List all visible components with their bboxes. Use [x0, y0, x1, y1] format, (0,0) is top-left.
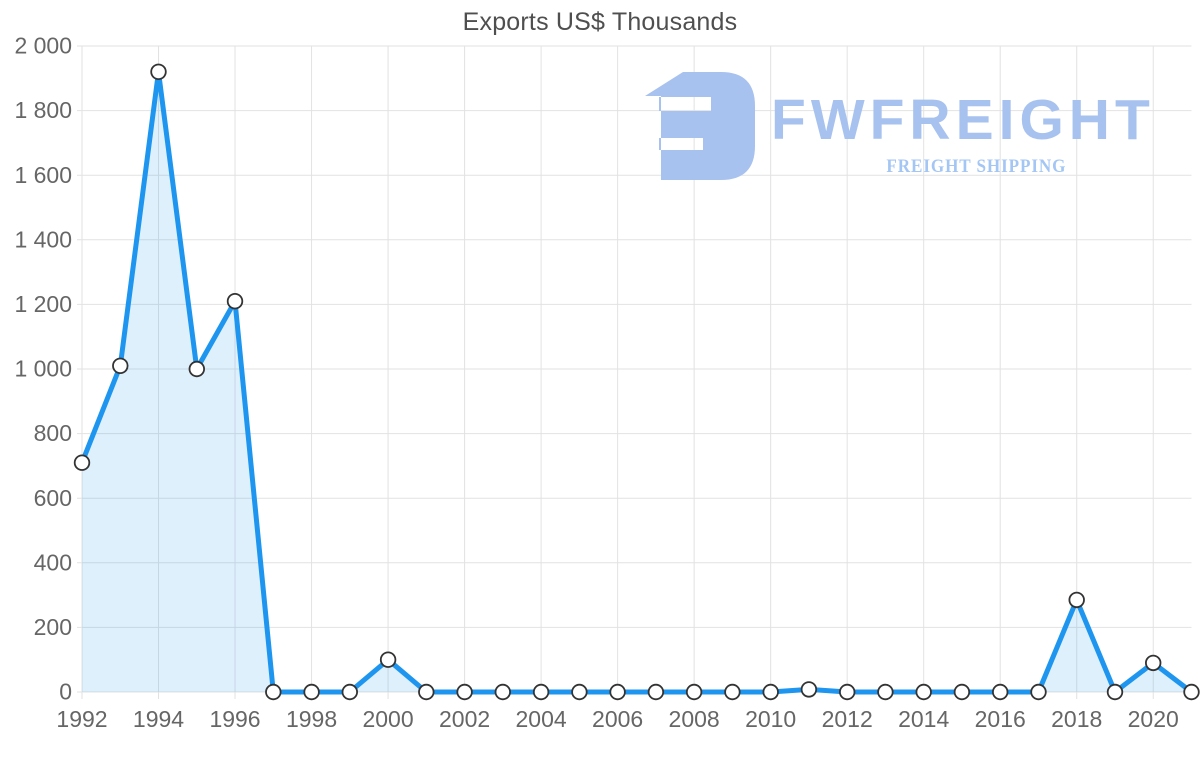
data-point-2005[interactable]	[571, 683, 588, 701]
data-point-2012[interactable]	[839, 683, 856, 701]
data-point-2017[interactable]	[1030, 683, 1047, 701]
y-axis-tick-label: 800	[34, 420, 72, 446]
y-axis-tick-label: 200	[34, 614, 72, 640]
x-axis-tick-label: 1994	[133, 706, 184, 732]
data-point-2019[interactable]	[1106, 683, 1124, 701]
x-axis-tick-label: 1996	[209, 706, 260, 732]
data-point-2014[interactable]	[915, 683, 932, 701]
y-axis-tick-label: 1 000	[14, 356, 72, 382]
data-point-1993[interactable]	[112, 357, 129, 375]
x-axis-tick-label: 1998	[286, 706, 337, 732]
x-axis-tick-label: 2006	[592, 706, 643, 732]
data-point-1996[interactable]	[226, 293, 244, 310]
data-point-2003[interactable]	[494, 683, 512, 701]
x-axis-tick-label: 2002	[439, 706, 490, 732]
data-point-1997[interactable]	[265, 683, 282, 701]
data-point-2008[interactable]	[685, 683, 703, 701]
x-axis-tick-label: 2014	[898, 706, 949, 732]
data-point-1994[interactable]	[150, 63, 167, 81]
data-point-1998[interactable]	[303, 683, 320, 701]
data-point-2011[interactable]	[800, 681, 818, 698]
x-axis-tick-label: 2016	[975, 706, 1026, 732]
y-axis-tick-label: 1 200	[14, 291, 72, 317]
x-axis-tick-label: 1992	[56, 706, 107, 732]
y-axis-tick-label: 1 600	[14, 162, 72, 188]
series-area-fill	[82, 71, 1192, 693]
brand-wordmark: FWFREIGHT FREIGHT SHIPPING	[771, 92, 1155, 178]
x-axis-tick-label: 2010	[745, 706, 796, 732]
x-axis-tick-label: 2004	[516, 706, 567, 732]
data-point-2020[interactable]	[1144, 654, 1162, 672]
data-point-2007[interactable]	[647, 683, 665, 701]
brand-name: FWFREIGHT	[771, 88, 1155, 152]
data-point-2016[interactable]	[992, 683, 1009, 701]
y-axis-tick-label: 600	[34, 485, 72, 511]
brand-watermark: FWFREIGHT FREIGHT SHIPPING	[645, 72, 1155, 180]
data-point-1995[interactable]	[188, 360, 206, 378]
data-point-2013[interactable]	[877, 683, 894, 701]
chart-title: Exports US$ Thousands	[462, 8, 738, 36]
y-axis-tick-label: 400	[34, 549, 72, 575]
y-axis-tick-label: 0	[59, 679, 72, 705]
data-point-2015[interactable]	[953, 683, 971, 701]
x-axis-tick-label: 2000	[362, 706, 413, 732]
data-point-2001[interactable]	[418, 683, 435, 701]
y-axis-tick-label: 2 000	[14, 33, 72, 59]
data-point-2006[interactable]	[609, 683, 626, 701]
x-axis-tick-label: 2018	[1051, 706, 1102, 732]
data-point-2018[interactable]	[1068, 591, 1085, 609]
data-point-2021[interactable]	[1183, 683, 1200, 701]
brand-tagline: FREIGHT SHIPPING	[886, 156, 1067, 177]
data-point-2004[interactable]	[532, 683, 550, 701]
y-axis-tick-label: 1 800	[14, 97, 72, 123]
data-point-2009[interactable]	[724, 683, 741, 701]
x-axis-tick-label: 2020	[1128, 706, 1179, 732]
data-point-2002[interactable]	[456, 683, 473, 701]
fwfreight-logo-icon	[645, 72, 755, 180]
x-axis-tick-label: 2012	[822, 706, 873, 732]
data-point-1999[interactable]	[341, 683, 359, 701]
y-axis-tick-label: 1 400	[14, 226, 72, 252]
data-point-1992[interactable]	[73, 454, 91, 471]
data-point-2000[interactable]	[379, 651, 397, 668]
data-point-2010[interactable]	[762, 683, 779, 701]
x-axis-tick-label: 2008	[669, 706, 720, 732]
